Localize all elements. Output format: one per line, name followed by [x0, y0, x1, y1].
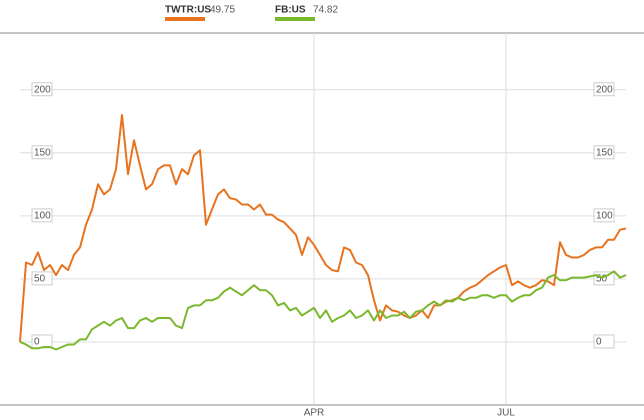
series-line	[19, 270, 627, 351]
legend-swatch	[275, 17, 315, 21]
y-tick-box	[31, 82, 53, 97]
y-tick-label: 100	[596, 210, 613, 221]
y-tick-label: 50	[34, 274, 46, 285]
legend-value: 49.75	[210, 5, 235, 16]
x-tick-label: JUL	[497, 408, 515, 419]
y-tick-box	[593, 82, 615, 97]
y-tick-label: 0	[34, 337, 40, 348]
y-tick-box	[593, 334, 615, 349]
y-tick-label: 50	[596, 274, 608, 285]
legend-name: FB:US	[275, 5, 306, 16]
y-tick-label: 200	[34, 84, 51, 95]
series-line	[19, 114, 627, 342]
legend-name: TWTR:US	[165, 5, 211, 16]
y-tick-box	[593, 145, 615, 160]
x-tick-label: APR	[304, 408, 325, 419]
y-tick-label: 200	[596, 84, 613, 95]
y-tick-label: 150	[34, 147, 51, 158]
y-tick-label: 0	[596, 337, 602, 348]
y-tick-box	[31, 271, 53, 286]
y-tick-label: 150	[596, 147, 613, 158]
y-tick-box	[593, 208, 615, 223]
legend-swatch	[165, 17, 205, 21]
y-tick-box	[31, 208, 53, 223]
y-tick-box	[31, 145, 53, 160]
legend-value: 74.82	[313, 5, 338, 16]
y-tick-label: 100	[34, 210, 51, 221]
